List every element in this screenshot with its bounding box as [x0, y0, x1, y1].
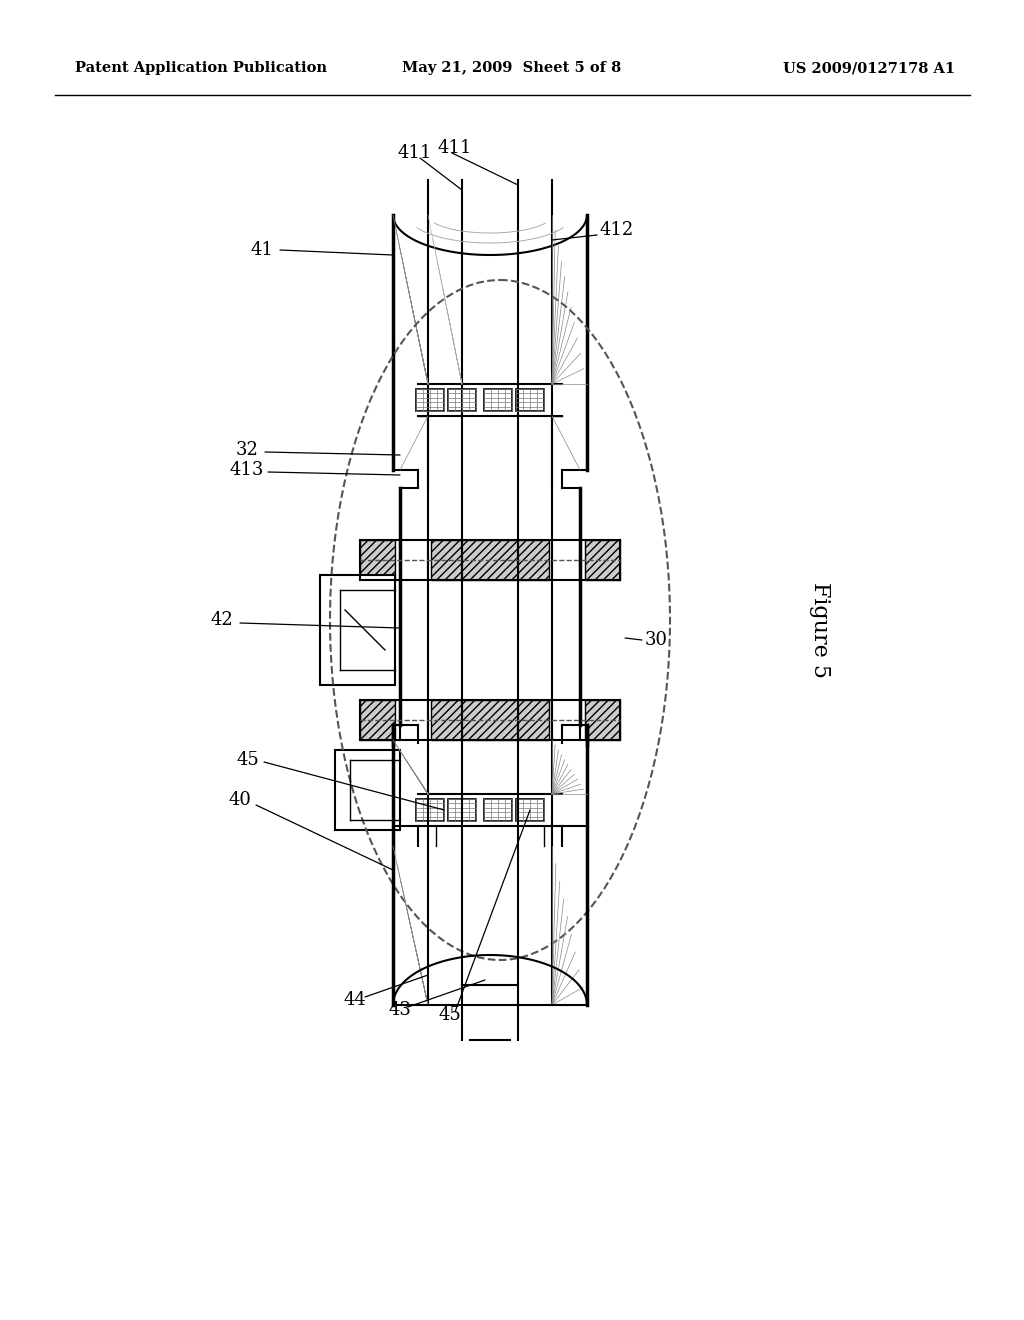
Bar	[484, 799, 512, 821]
Bar	[585, 700, 620, 741]
Bar	[416, 389, 444, 411]
Text: 413: 413	[229, 461, 264, 479]
Bar	[431, 700, 549, 741]
Bar	[449, 389, 476, 411]
Bar	[585, 540, 620, 579]
Text: 43: 43	[388, 1001, 412, 1019]
Bar	[431, 540, 549, 579]
Text: 45: 45	[438, 1006, 462, 1024]
Bar	[360, 700, 395, 741]
Text: 42: 42	[211, 611, 233, 630]
Text: May 21, 2009  Sheet 5 of 8: May 21, 2009 Sheet 5 of 8	[402, 61, 622, 75]
Text: 45: 45	[237, 751, 259, 770]
Text: 41: 41	[251, 242, 273, 259]
Text: 412: 412	[600, 220, 634, 239]
Bar	[319, 576, 395, 685]
Bar	[416, 799, 444, 821]
Text: 44: 44	[344, 991, 367, 1008]
Text: Figure 5: Figure 5	[809, 582, 831, 678]
Text: Patent Application Publication: Patent Application Publication	[75, 61, 327, 75]
Bar	[516, 799, 544, 821]
Text: 30: 30	[645, 631, 668, 649]
Text: 411: 411	[397, 144, 432, 162]
Bar	[484, 389, 512, 411]
Text: 32: 32	[236, 441, 258, 459]
Text: US 2009/0127178 A1: US 2009/0127178 A1	[783, 61, 955, 75]
Text: 411: 411	[438, 139, 472, 157]
Bar	[516, 389, 544, 411]
Text: 40: 40	[228, 791, 252, 809]
Bar	[449, 799, 476, 821]
Bar	[335, 750, 400, 830]
Bar	[360, 540, 395, 579]
